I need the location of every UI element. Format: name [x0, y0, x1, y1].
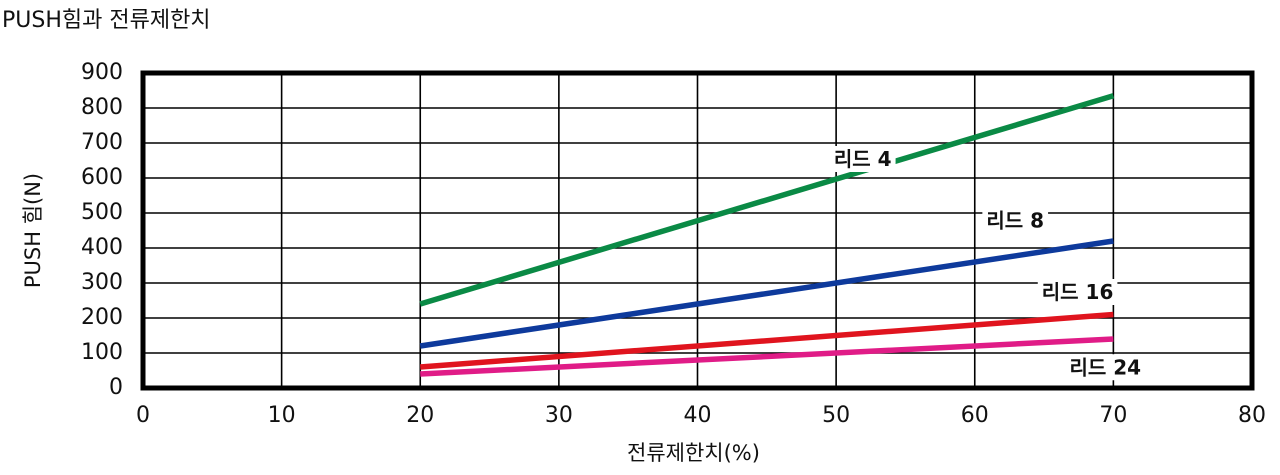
x-tick-label: 70 [1099, 403, 1127, 428]
y-tick-label: 600 [81, 165, 123, 190]
series-label-bg [1065, 354, 1146, 381]
plot-frame [140, 70, 1255, 391]
y-tick-label: 900 [81, 60, 123, 85]
grid-lines [143, 73, 1252, 388]
x-tick-label: 50 [822, 403, 850, 428]
x-tick-label: 40 [684, 403, 712, 428]
series-label-2: 리드 8 [986, 208, 1044, 232]
series-label-bg [829, 146, 896, 172]
series-labels: 리드 4 리드 8 리드 16 리드 24 [829, 146, 1146, 381]
series-label-4: 리드 24 [1069, 355, 1141, 379]
series-line-2 [419, 238, 1114, 349]
page-title: PUSH힘과 전류제한치 [2, 8, 211, 33]
series-label-bg [982, 207, 1049, 234]
y-tick-label: 500 [81, 200, 123, 225]
series-line-4 [420, 336, 1114, 377]
x-tick-label: 10 [268, 403, 296, 428]
y-tick-label: 100 [81, 340, 123, 365]
x-tick-label: 0 [136, 403, 150, 428]
x-axis-ticks: 0 10 20 30 40 50 60 70 80 [136, 403, 1266, 428]
x-axis-title: 전류제한치(%) [627, 441, 760, 465]
x-tick-label: 60 [961, 403, 989, 428]
series-lines [419, 93, 1115, 377]
series-label-1: 리드 4 [834, 147, 892, 171]
series-label-3: 리드 16 [1042, 280, 1114, 304]
y-tick-label: 700 [81, 130, 123, 155]
x-tick-label: 30 [545, 403, 573, 428]
y-tick-label: 200 [81, 305, 123, 330]
x-tick-label: 20 [406, 403, 434, 428]
y-tick-label: 0 [109, 375, 123, 400]
series-line-3 [420, 311, 1114, 370]
series-label-bg [1037, 279, 1118, 305]
y-axis-title: PUSH 힘(N) [21, 173, 45, 288]
y-tick-label: 300 [81, 270, 123, 295]
series-line-1 [419, 93, 1115, 307]
y-tick-label: 400 [81, 235, 123, 260]
y-tick-label: 800 [81, 95, 123, 120]
y-axis-ticks: 0 100 200 300 400 500 600 700 800 900 [81, 60, 123, 400]
x-tick-label: 80 [1238, 403, 1266, 428]
